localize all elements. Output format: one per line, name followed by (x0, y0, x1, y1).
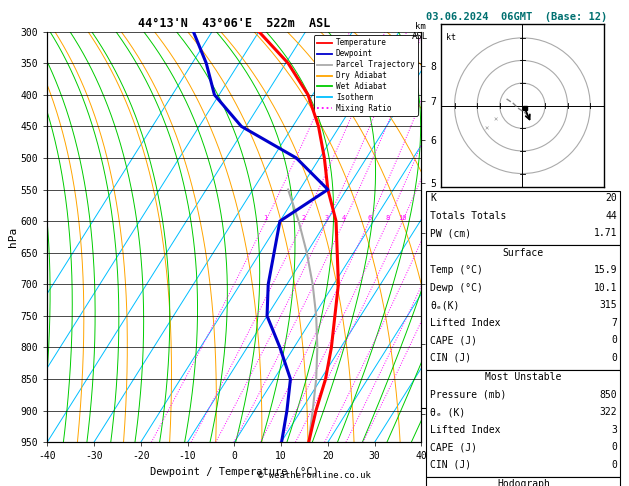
Text: 0: 0 (611, 442, 617, 452)
Text: Temp (°C): Temp (°C) (430, 265, 483, 275)
Text: kt: kt (445, 34, 455, 42)
Text: 20: 20 (605, 193, 617, 203)
Text: θₑ(K): θₑ(K) (430, 300, 460, 310)
Text: 15: 15 (426, 215, 435, 221)
Text: 0: 0 (611, 335, 617, 345)
Text: 10.1: 10.1 (594, 283, 617, 293)
Text: 6: 6 (367, 215, 372, 221)
Title: 44°13'N  43°06'E  522m  ASL: 44°13'N 43°06'E 522m ASL (138, 17, 330, 31)
Text: Lifted Index: Lifted Index (430, 425, 501, 434)
Text: 850: 850 (599, 390, 617, 399)
Text: CAPE (J): CAPE (J) (430, 442, 477, 452)
Text: 03.06.2024  06GMT  (Base: 12): 03.06.2024 06GMT (Base: 12) (426, 12, 608, 22)
Text: Pressure (mb): Pressure (mb) (430, 390, 506, 399)
Text: ✕: ✕ (493, 116, 498, 122)
Text: Lifted Index: Lifted Index (430, 318, 501, 328)
Text: 1: 1 (264, 215, 268, 221)
Y-axis label: hPa: hPa (8, 227, 18, 247)
Text: PW (cm): PW (cm) (430, 228, 471, 238)
Text: Surface: Surface (503, 248, 544, 258)
Text: K: K (430, 193, 436, 203)
Legend: Temperature, Dewpoint, Parcel Trajectory, Dry Adiabat, Wet Adiabat, Isotherm, Mi: Temperature, Dewpoint, Parcel Trajectory… (314, 35, 418, 116)
Text: © weatheronline.co.uk: © weatheronline.co.uk (258, 471, 371, 480)
Text: 0: 0 (611, 460, 617, 469)
Text: Dewp (°C): Dewp (°C) (430, 283, 483, 293)
Text: ✕: ✕ (484, 125, 488, 131)
Text: 44: 44 (605, 211, 617, 221)
Text: CIN (J): CIN (J) (430, 353, 471, 363)
Text: 7: 7 (611, 318, 617, 328)
Text: 3: 3 (325, 215, 329, 221)
Text: 3: 3 (611, 425, 617, 434)
Text: Totals Totals: Totals Totals (430, 211, 506, 221)
Text: 8: 8 (386, 215, 390, 221)
Text: θₑ (K): θₑ (K) (430, 407, 465, 417)
Text: 15.9: 15.9 (594, 265, 617, 275)
Text: 0: 0 (611, 353, 617, 363)
Text: CAPE (J): CAPE (J) (430, 335, 477, 345)
X-axis label: Dewpoint / Temperature (°C): Dewpoint / Temperature (°C) (150, 467, 319, 477)
Text: 315: 315 (599, 300, 617, 310)
Text: LCL: LCL (426, 403, 440, 412)
Text: Most Unstable: Most Unstable (485, 372, 562, 382)
Text: 322: 322 (599, 407, 617, 417)
Text: 1.71: 1.71 (594, 228, 617, 238)
Text: 2: 2 (301, 215, 306, 221)
Text: km
ASL: km ASL (412, 22, 428, 41)
Text: Hodograph: Hodograph (497, 479, 550, 486)
Text: 10: 10 (398, 215, 407, 221)
Text: CIN (J): CIN (J) (430, 460, 471, 469)
Text: 4: 4 (342, 215, 347, 221)
